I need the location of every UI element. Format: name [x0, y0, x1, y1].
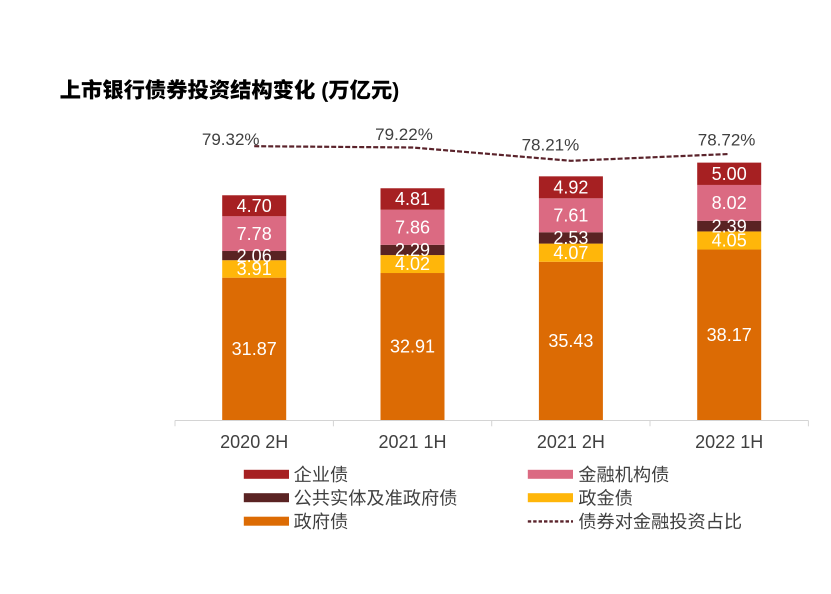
svg-text:31.87: 31.87 [232, 339, 277, 359]
svg-text:2021 1H: 2021 1H [378, 432, 446, 452]
svg-text:4.92: 4.92 [553, 178, 588, 198]
svg-text:35.43: 35.43 [548, 331, 593, 351]
svg-text:2021 2H: 2021 2H [537, 432, 605, 452]
svg-text:4.81: 4.81 [395, 189, 430, 209]
svg-text:4.05: 4.05 [712, 231, 747, 251]
svg-text:3.91: 3.91 [237, 259, 272, 279]
svg-text:2.06: 2.06 [237, 246, 272, 266]
svg-text:4.70: 4.70 [237, 196, 272, 216]
svg-text:2.29: 2.29 [395, 240, 430, 260]
svg-text:5.00: 5.00 [712, 164, 747, 184]
svg-text:7.61: 7.61 [553, 206, 588, 226]
svg-text:2.53: 2.53 [553, 228, 588, 248]
svg-text:32.91: 32.91 [390, 337, 435, 357]
svg-text:8.02: 8.02 [712, 193, 747, 213]
svg-text:38.17: 38.17 [707, 325, 752, 345]
svg-text:78.21%: 78.21% [522, 136, 580, 155]
svg-text:4.07: 4.07 [553, 243, 588, 263]
svg-text:2.39: 2.39 [712, 216, 747, 236]
svg-text:79.22%: 79.22% [375, 125, 433, 144]
svg-text:2020 2H: 2020 2H [220, 432, 288, 452]
svg-text:4.02: 4.02 [395, 254, 430, 274]
svg-text:7.78: 7.78 [237, 224, 272, 244]
svg-text:79.32%: 79.32% [202, 130, 260, 149]
svg-text:78.72%: 78.72% [698, 131, 756, 150]
svg-text:7.86: 7.86 [395, 218, 430, 238]
svg-text:2022 1H: 2022 1H [695, 432, 763, 452]
